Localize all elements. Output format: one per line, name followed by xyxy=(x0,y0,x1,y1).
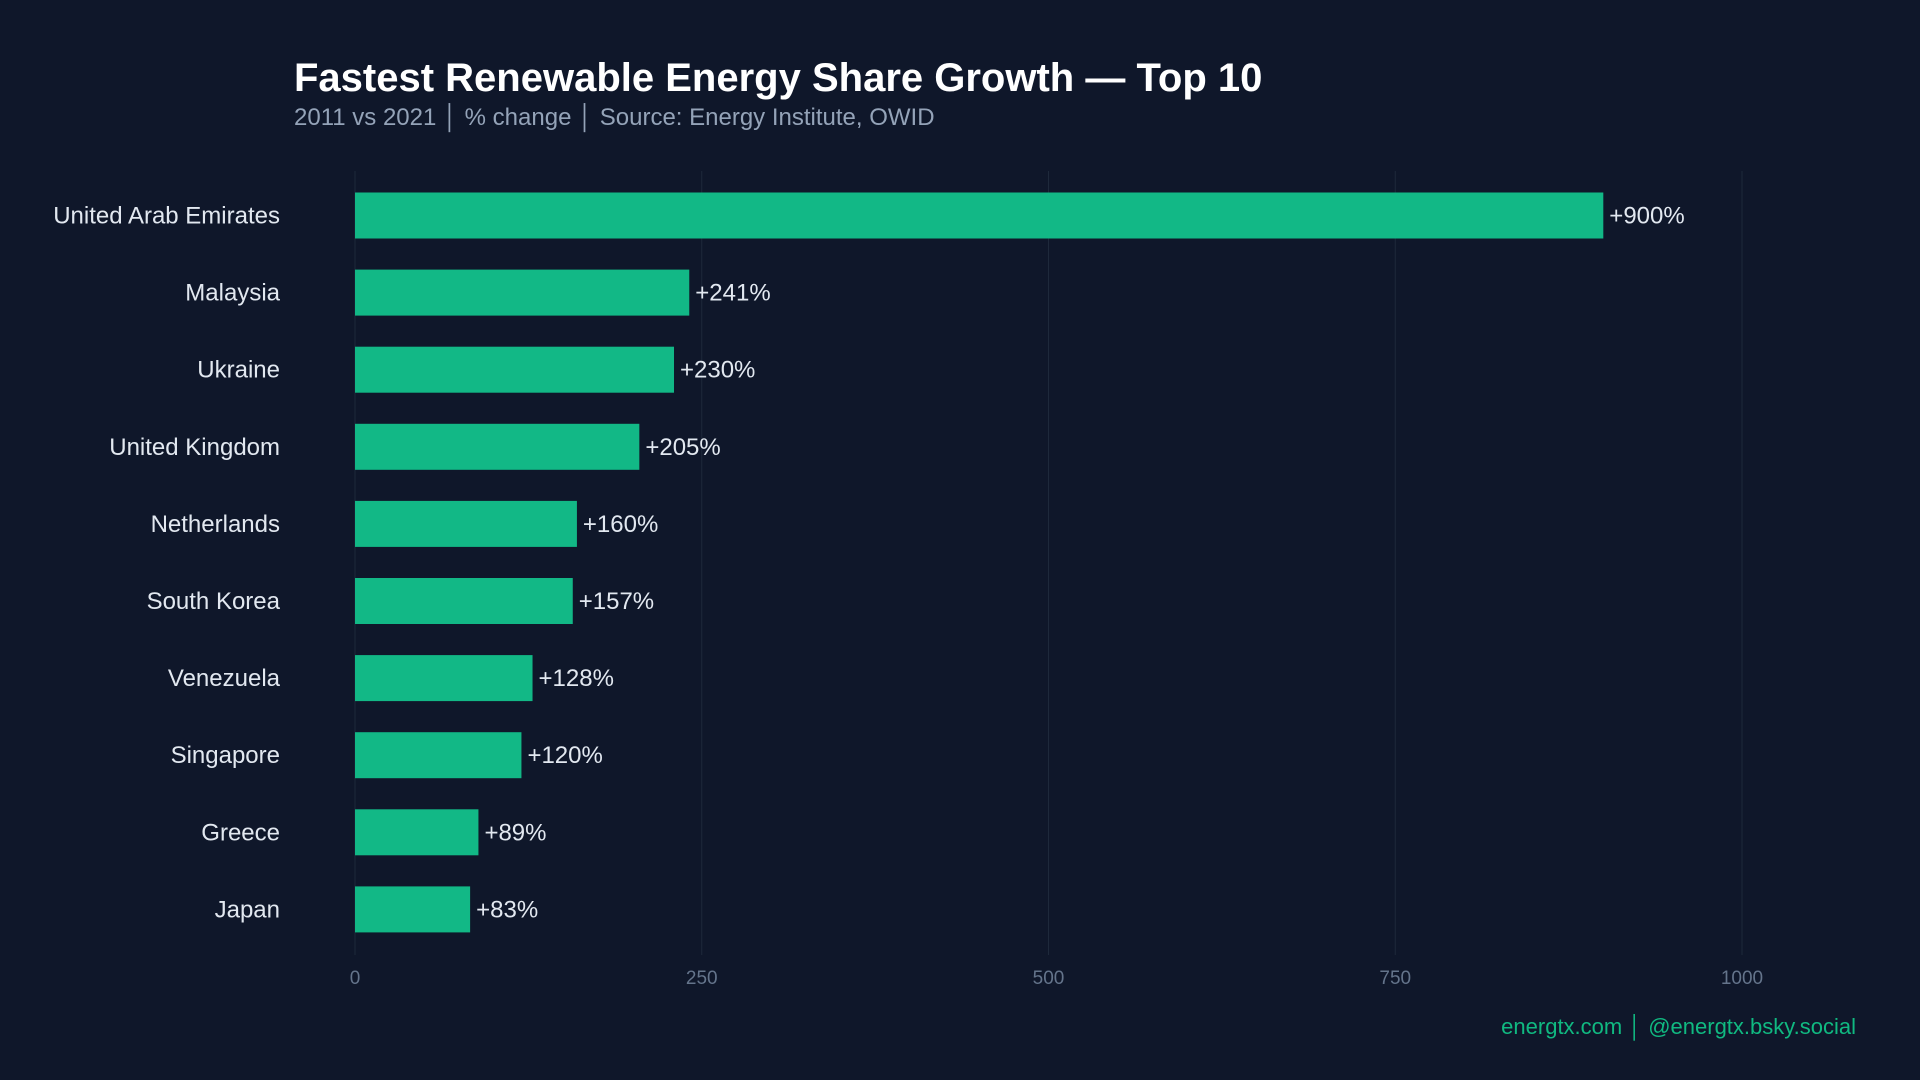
bar xyxy=(355,578,573,624)
bar xyxy=(355,423,640,470)
data-label: +128% xyxy=(539,665,614,692)
category-label: Japan xyxy=(215,896,280,923)
category-label: Ukraine xyxy=(197,357,280,384)
category-label: South Korea xyxy=(147,588,281,615)
x-tick-label: 1000 xyxy=(1721,968,1763,989)
bar xyxy=(355,886,471,933)
data-label: +900% xyxy=(1609,203,1684,230)
bar xyxy=(355,346,675,393)
data-label: +157% xyxy=(579,588,654,615)
data-label: +83% xyxy=(476,896,538,923)
data-label: +241% xyxy=(695,280,770,307)
category-label: United Kingdom xyxy=(109,434,280,461)
bar xyxy=(355,192,1604,239)
bar xyxy=(355,500,577,547)
data-label: +230% xyxy=(680,357,755,384)
bar xyxy=(355,732,522,779)
category-label: Greece xyxy=(201,819,280,846)
x-tick-label: 750 xyxy=(1379,968,1411,989)
category-label: Netherlands xyxy=(151,511,280,538)
x-tick-label: 250 xyxy=(686,968,718,989)
category-label: Singapore xyxy=(171,742,280,769)
data-label: +205% xyxy=(645,434,720,461)
x-tick-label: 500 xyxy=(1033,968,1065,989)
data-label: +120% xyxy=(527,742,602,769)
bar xyxy=(355,809,479,856)
chart-subtitle: 2011 vs 2021 │ % change │ Source: Energy… xyxy=(294,104,935,131)
bar xyxy=(355,655,533,702)
data-label: +160% xyxy=(583,511,658,538)
data-label: +89% xyxy=(484,819,546,846)
bar xyxy=(355,269,690,316)
category-label: United Arab Emirates xyxy=(53,203,280,230)
chart-title: Fastest Renewable Energy Share Growth — … xyxy=(294,56,1263,100)
category-label: Malaysia xyxy=(185,280,280,307)
x-tick-label: 0 xyxy=(350,968,361,989)
category-label: Venezuela xyxy=(168,665,281,692)
footer-credits: energtx.com │ @energtx.bsky.social xyxy=(1501,1014,1856,1039)
